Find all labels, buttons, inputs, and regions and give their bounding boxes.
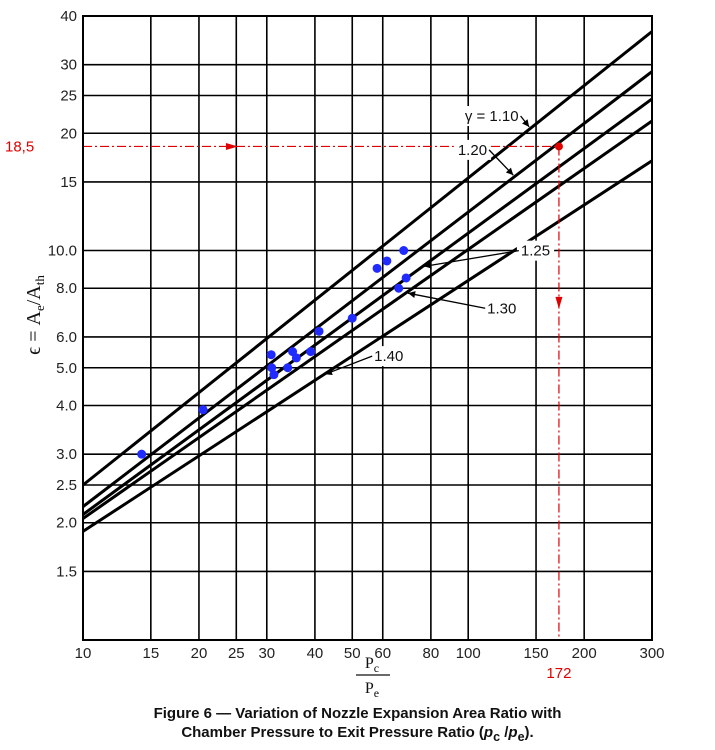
curve-label-bg	[453, 139, 492, 160]
y-tick-label: 1.5	[56, 563, 77, 580]
svg-text:Pe: Pe	[365, 680, 379, 700]
grid-lines	[82, 15, 653, 640]
data-point	[266, 350, 276, 360]
y-tick-label: 2.0	[56, 515, 77, 532]
y-tick-label: 5.0	[56, 360, 77, 377]
y-tick-label: 15	[60, 174, 77, 191]
data-point	[394, 283, 404, 293]
x-axis-label: Pc Pe	[356, 655, 390, 700]
data-point	[347, 313, 357, 323]
y-tick-label: 25	[60, 88, 77, 105]
svg-text:Pc: Pc	[365, 655, 379, 675]
x-tick-label: 40	[307, 645, 324, 662]
x-tick-label: 50	[344, 645, 361, 662]
annotation-point	[554, 142, 563, 151]
nozzle-expansion-chart: 18,5 172 γ = 1.10 1.20 1.25 1.30 1.40 10 15 20 2…	[5, 8, 665, 700]
x-tick-label: 150	[524, 645, 549, 662]
y-tick-label: 20	[60, 125, 77, 142]
data-point	[291, 353, 301, 363]
y-tick-label: 40	[60, 8, 77, 25]
data-point	[283, 363, 293, 373]
curve-label-leader	[424, 250, 519, 268]
annotation-h-arrow	[225, 142, 238, 150]
plot-frame	[82, 15, 653, 641]
annotation-y-value: 18,5	[5, 138, 34, 155]
x-tick-label: 60	[374, 645, 391, 662]
curve-label-arrowhead	[424, 261, 432, 269]
curve-label-bg	[516, 240, 555, 261]
curve-label: 1.40	[374, 348, 403, 365]
data-point	[306, 347, 316, 357]
y-tick-label: 10.0	[48, 243, 77, 260]
y-tick-label: 30	[60, 57, 77, 74]
gamma-curve	[82, 119, 653, 520]
curve-label: 1.25	[521, 243, 550, 260]
data-point	[314, 326, 324, 336]
curve-label-arrowhead	[408, 291, 416, 298]
y-tick-label: 4.0	[56, 397, 77, 414]
annotation-x-value: 172	[546, 665, 571, 682]
data-point	[269, 370, 279, 380]
curve-label-arrowhead	[505, 167, 514, 176]
x-tick-label: 10	[75, 645, 92, 662]
gamma-curve	[82, 159, 653, 533]
y-tick-label: 2.5	[56, 477, 77, 494]
curve-labels: γ = 1.10 1.20 1.25 1.30 1.40	[324, 106, 555, 376]
x-tick-labels: 10 15 20 25 30 40 50 60 80 100 150 200 300	[75, 645, 665, 662]
annotation-v-arrow	[555, 296, 563, 309]
x-tick-label: 300	[639, 645, 664, 662]
data-point	[382, 256, 392, 266]
data-points	[137, 246, 411, 459]
y-tick-label: 8.0	[56, 280, 77, 297]
curve-label-bg	[460, 106, 523, 127]
x-tick-label: 15	[142, 645, 159, 662]
x-tick-label: 80	[423, 645, 440, 662]
y-tick-labels: 1.5 2.0 2.5 3.0 4.0 5.0 6.0 8.0 10.0 15 20 25 30 40	[48, 8, 77, 580]
x-tick-label: 30	[258, 645, 275, 662]
curve-label-arrowhead	[522, 119, 530, 127]
curve-label: 1.20	[458, 142, 487, 159]
y-tick-label: 6.0	[56, 329, 77, 346]
y-axis-label: ϵ = Ae/Ath	[23, 275, 47, 355]
curve-label-bg	[370, 346, 408, 367]
curve-label-bg	[483, 298, 521, 319]
gamma-curves	[82, 30, 653, 533]
x-tick-label: 20	[191, 645, 208, 662]
data-point	[399, 246, 409, 256]
x-tick-label: 200	[572, 645, 597, 662]
curve-label-arrowhead	[324, 368, 333, 376]
y-tick-label: 3.0	[56, 446, 77, 463]
data-point	[372, 263, 382, 273]
caption-line-1: Figure 6 — Variation of Nozzle Expansion…	[153, 705, 562, 722]
figure-caption: Figure 6 — Variation of Nozzle Expansion…	[0, 704, 715, 747]
x-tick-label: 100	[456, 645, 481, 662]
caption-line-2: Chamber Pressure to Exit Pressure Ratio …	[181, 724, 534, 744]
x-tick-label: 25	[228, 645, 245, 662]
data-point	[267, 363, 277, 373]
curve-label-leader	[324, 355, 373, 375]
gamma-curve	[82, 97, 653, 516]
curve-label: 1.30	[487, 300, 516, 317]
curve-label-leader	[407, 292, 486, 309]
data-point	[137, 449, 147, 459]
gamma-curve	[82, 30, 653, 487]
curve-label: γ = 1.10	[465, 108, 519, 125]
data-point	[401, 273, 411, 283]
gamma-curve	[82, 70, 653, 508]
data-point	[198, 405, 208, 415]
